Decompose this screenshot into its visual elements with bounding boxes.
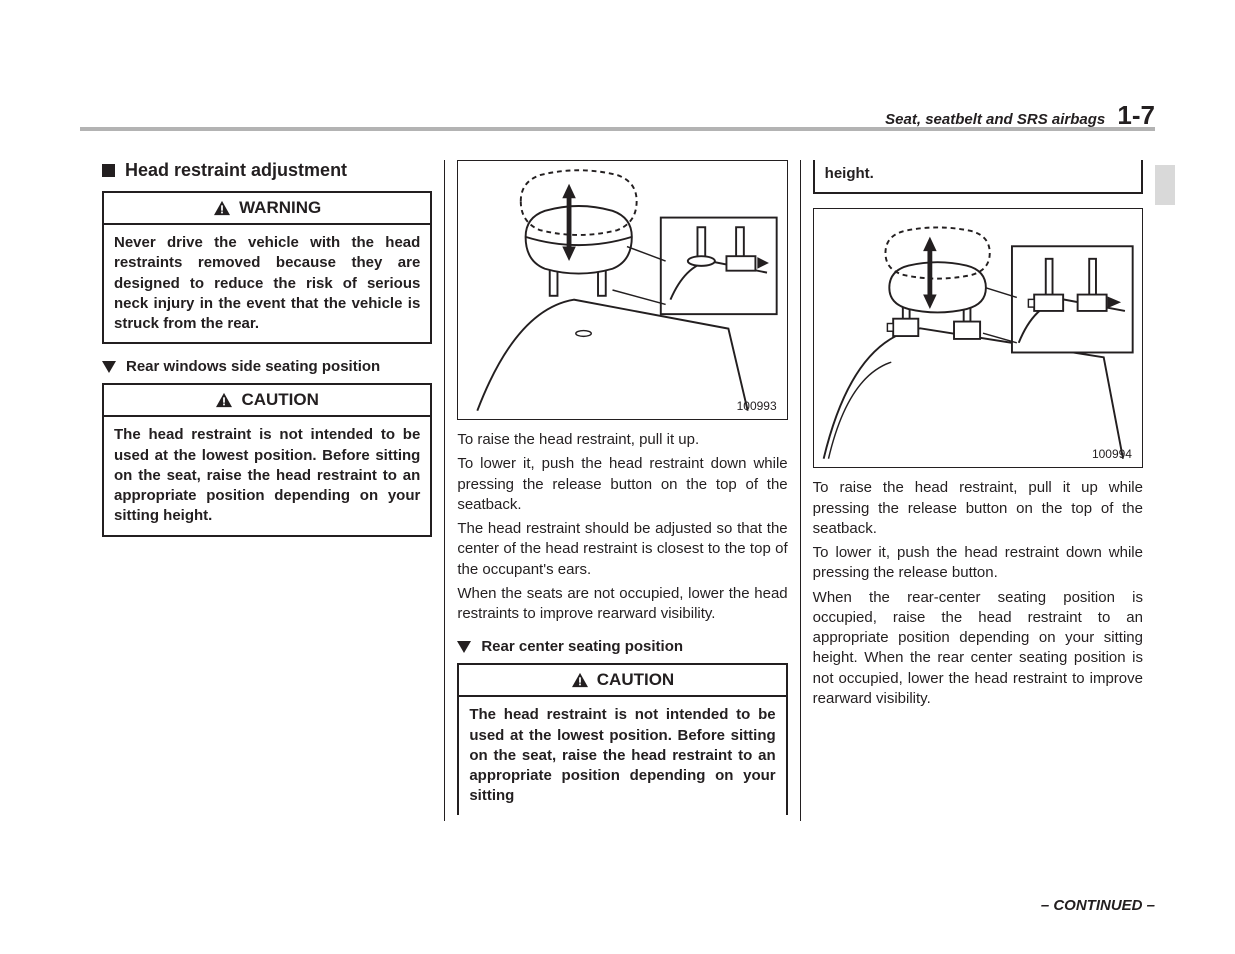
sub-heading-text: Rear center seating position bbox=[481, 638, 683, 655]
caution-label: CAUTION bbox=[597, 670, 674, 690]
column-3: height. bbox=[801, 160, 1155, 821]
figure-number: 100993 bbox=[737, 399, 777, 413]
heading-text: Head restraint adjustment bbox=[125, 160, 347, 181]
triangle-bullet-icon bbox=[457, 641, 471, 653]
caution-icon bbox=[215, 392, 233, 408]
paragraph: To lower it, push the head restraint dow… bbox=[457, 454, 787, 515]
caution-box-1: CAUTION The head restraint is not intend… bbox=[102, 383, 432, 536]
section-heading: Head restraint adjustment bbox=[102, 160, 432, 181]
sub-heading-1: Rear windows side seating position bbox=[102, 358, 432, 375]
paragraph: The head restraint should be adjusted so… bbox=[457, 519, 787, 580]
sub-heading-2: Rear center seating position bbox=[457, 638, 787, 655]
column-2: 100993 To raise the head restraint, pull… bbox=[445, 160, 800, 821]
caution-title: CAUTION bbox=[459, 665, 785, 697]
caution-title: CAUTION bbox=[104, 385, 430, 417]
paragraph: When the rear-center seating position is… bbox=[813, 588, 1143, 710]
warning-box: WARNING Never drive the vehicle with the… bbox=[102, 191, 432, 344]
paragraph: When the seats are not occupied, lower t… bbox=[457, 584, 787, 625]
caution-label: CAUTION bbox=[241, 390, 318, 410]
content-columns: Head restraint adjustment WARNING Never … bbox=[90, 160, 1155, 821]
figure-2: 100994 bbox=[813, 208, 1143, 468]
paragraph: To lower it, push the head restraint dow… bbox=[813, 543, 1143, 584]
paragraph: To raise the head restraint, pull it up. bbox=[457, 430, 787, 450]
paragraph: To raise the head restraint, pull it up … bbox=[813, 478, 1143, 539]
triangle-bullet-icon bbox=[102, 361, 116, 373]
warning-label: WARNING bbox=[239, 198, 321, 218]
square-bullet-icon bbox=[102, 164, 115, 177]
caution-body: The head restraint is not intended to be… bbox=[104, 417, 430, 534]
caution-box-continuation: height. bbox=[813, 160, 1143, 194]
warning-body: Never drive the vehicle with the head re… bbox=[104, 225, 430, 342]
caution-body-cont: height. bbox=[815, 160, 1141, 192]
caution-body: The head restraint is not intended to be… bbox=[459, 697, 785, 814]
figure-1: 100993 bbox=[457, 160, 787, 420]
figure-number: 100994 bbox=[1092, 447, 1132, 461]
continued-marker: – CONTINUED – bbox=[1041, 897, 1155, 914]
warning-icon bbox=[213, 200, 231, 216]
column-1: Head restraint adjustment WARNING Never … bbox=[90, 160, 445, 821]
caution-box-2: CAUTION The head restraint is not intend… bbox=[457, 663, 787, 814]
caution-icon bbox=[571, 672, 589, 688]
warning-title: WARNING bbox=[104, 193, 430, 225]
sub-heading-text: Rear windows side seating position bbox=[126, 358, 380, 375]
